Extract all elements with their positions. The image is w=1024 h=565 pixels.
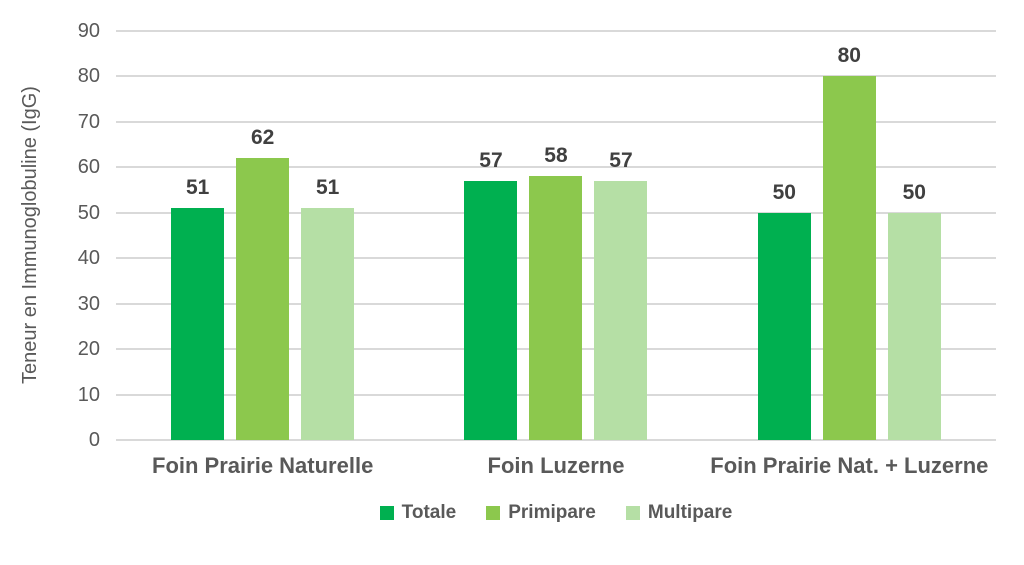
bar-value-label: 80 [837,44,861,68]
bar-multipare [301,208,355,440]
legend-swatch-icon [379,506,394,520]
bar-column: 50 [757,180,811,440]
legend-item-multipare: Multipare [625,501,733,525]
gridline [116,439,996,441]
bar-column: 58 [529,143,583,440]
bar-totale [171,208,225,440]
y-axis-tick-label: 10 [77,383,100,406]
bar-column: 51 [171,175,225,440]
bar-primipare [236,158,290,440]
legend-item-primipare: Primipare [486,501,596,525]
y-axis-tick-label: 20 [77,338,100,361]
legend-label: Multipare [647,502,733,523]
y-axis-tick-label: 0 [88,429,100,451]
y-axis-tick-label: 90 [77,20,100,42]
bar-value-label: 58 [544,144,568,168]
legend-item-totale: Totale [379,501,457,525]
gridline [116,166,996,169]
bar-value-label: 62 [250,126,275,150]
bar-primipare [529,176,583,440]
bar-column: 80 [822,43,876,440]
plot-area: 51 62 51 57 58 57 50 80 50 [116,30,996,441]
gridline [116,75,996,78]
gridline [116,30,996,32]
bar-value-label: 50 [772,180,796,204]
legend: Totale Primipare Multipare [116,501,996,525]
bar-value-label: 50 [902,180,926,204]
y-axis-title: Teneur en Immunoglobuline (IgG) [19,86,41,384]
y-axis-tick-label: 70 [77,110,100,133]
bar-multipare [594,180,648,440]
bar-column: 51 [301,175,355,440]
bar-column: 50 [887,180,941,440]
bar-group: 50 80 50 [703,31,996,440]
bar-group: 51 62 51 [116,31,409,440]
bar-groups: 51 62 51 57 58 57 50 80 50 [116,31,996,440]
bar-column: 57 [594,148,648,440]
bar-column: 62 [236,125,290,440]
bar-value-label: 51 [185,176,210,200]
bar-value-label: 51 [315,176,340,200]
bar-column: 57 [464,148,518,440]
legend-label: Totale [401,502,457,523]
bar-totale [464,180,518,440]
legend-swatch-icon [486,506,501,520]
category-label: Foin Prairie Naturelle [152,453,374,478]
legend-label: Primipare [508,502,596,523]
category-label: Foin Luzerne [487,453,625,478]
y-axis-tick-label: 30 [77,292,100,315]
bar-group: 57 58 57 [409,31,702,440]
bar-primipare [822,76,876,440]
bar-multipare [887,212,941,440]
legend-swatch-icon [625,506,640,520]
gridline [116,120,996,123]
bar-value-label: 57 [479,148,503,172]
x-axis-category-labels: Foin Prairie Naturelle Foin Luzerne Foin P… [116,452,996,480]
bar-value-label: 57 [609,148,633,172]
category-label: Foin Prairie Nat. + Luzerne [710,453,989,478]
bar-totale [757,212,811,440]
y-axis-tick-label: 50 [77,201,100,224]
y-axis-tick-label: 40 [77,247,100,270]
y-axis-tick-label: 60 [77,156,100,179]
y-axis-tick-label: 80 [77,65,100,88]
